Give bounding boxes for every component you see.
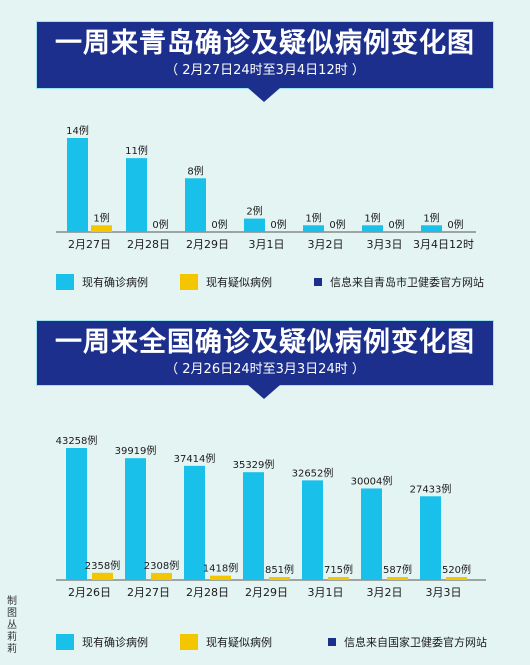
confirmed-data-label: 37414例 [174,452,216,465]
credit-text: 制图 丛莉莉 [7,596,17,655]
national-source-note: 信息来自国家卫健委官方网站 [344,636,487,649]
confirmed-bar [361,488,382,580]
confirmed-bar [421,225,442,232]
suspected-data-label: 0例 [152,218,168,231]
suspected-data-label: 1例 [93,211,109,224]
suspected-bar [91,225,112,232]
confirmed-data-label: 1例 [423,211,439,224]
confirmed-bar [185,178,206,232]
source-marker-icon [314,278,322,286]
x-tick-label: 3月2日 [308,238,344,251]
confirmed-bar [302,480,323,580]
suspected-bar [269,577,290,580]
x-tick-label: 2月27日 [127,586,170,599]
suspected-data-label: 2358例 [85,559,120,572]
suspected-bar [92,572,113,580]
suspected-bar [328,577,349,580]
x-tick-label: 3月1日 [308,586,344,599]
confirmed-bar [303,225,324,232]
x-tick-label: 2月29日 [186,238,229,251]
confirmed-bar [67,138,88,232]
confirmed-bar [125,458,146,580]
legend-confirmed-label: 现有确诊病例 [82,276,148,289]
confirmed-bar [184,465,205,580]
confirmed-data-label: 39919例 [115,444,157,457]
national-chart-title: 一周来全国确诊及疑似病例变化图 [55,327,475,358]
legend-suspected-swatch [180,634,198,650]
suspected-data-label: 2308例 [144,559,179,572]
x-tick-label: 2月28日 [127,238,170,251]
confirmed-data-label: 14例 [66,124,89,137]
national-chart-subtitle: （ 2月26日24时至3月3日24时 ） [165,362,365,377]
confirmed-bar [244,218,265,232]
confirmed-data-label: 30004例 [351,474,393,487]
x-tick-label: 3月1日 [249,238,285,251]
suspected-bar [210,575,231,580]
qingdao-chart-subtitle: （ 2月27日24时至3月4日12时 ） [165,63,365,78]
national-legend: 现有确诊病例 现有疑似病例 信息来自国家卫健委官方网站 [56,634,526,650]
confirmed-data-label: 35329例 [233,458,275,471]
confirmed-data-label: 2例 [246,205,262,218]
x-tick-label: 2月27日 [68,238,111,251]
qingdao-source-note: 信息来自青岛市卫健委官方网站 [330,276,484,289]
suspected-bar [151,572,172,580]
suspected-data-label: 0例 [211,218,227,231]
suspected-data-label: 0例 [270,218,286,231]
legend-suspected-swatch [180,274,198,290]
qingdao-banner-pointer [248,88,280,102]
suspected-data-label: 0例 [388,218,404,231]
legend-confirmed-swatch [56,634,74,650]
x-tick-label: 3月2日 [367,586,403,599]
confirmed-data-label: 11例 [125,144,148,157]
national-banner-pointer [248,385,280,399]
national-banner: 一周来全国确诊及疑似病例变化图 （ 2月26日24时至3月3日24时 ） [37,321,493,385]
suspected-bar [387,577,408,580]
suspected-data-label: 0例 [329,218,345,231]
suspected-data-label: 851例 [265,563,294,576]
suspected-data-label: 520例 [442,563,471,576]
confirmed-bar [362,225,383,232]
x-tick-label: 2月29日 [245,586,288,599]
confirmed-data-label: 1例 [364,211,380,224]
qingdao-banner: 一周来青岛确诊及疑似病例变化图 （ 2月27日24时至3月4日12时 ） [37,22,493,88]
x-tick-label: 3月4日12时 [413,238,474,251]
confirmed-data-label: 8例 [187,164,203,177]
qingdao-legend: 现有确诊病例 现有疑似病例 信息来自青岛市卫健委官方网站 [56,274,516,290]
suspected-bar [446,577,467,580]
legend-suspected-label: 现有疑似病例 [206,276,272,289]
confirmed-data-label: 32652例 [292,466,334,479]
confirmed-data-label: 43258例 [56,434,98,447]
suspected-data-label: 715例 [324,563,353,576]
qingdao-chart-title: 一周来青岛确诊及疑似病例变化图 [55,28,475,59]
suspected-data-label: 587例 [383,563,412,576]
x-tick-label: 3月3日 [426,586,462,599]
x-tick-label: 2月26日 [68,586,111,599]
confirmed-bar [66,448,87,580]
source-marker-icon [328,638,336,646]
x-tick-label: 2月28日 [186,586,229,599]
confirmed-bar [126,158,147,232]
x-tick-label: 3月3日 [367,238,403,251]
legend-confirmed-swatch [56,274,74,290]
suspected-data-label: 1418例 [203,562,238,575]
confirmed-bar [243,472,264,580]
confirmed-data-label: 27433例 [410,482,452,495]
confirmed-bar [420,496,441,580]
legend-confirmed-label: 现有确诊病例 [82,636,148,649]
confirmed-data-label: 1例 [305,211,321,224]
suspected-data-label: 0例 [447,218,463,231]
legend-suspected-label: 现有疑似病例 [206,636,272,649]
